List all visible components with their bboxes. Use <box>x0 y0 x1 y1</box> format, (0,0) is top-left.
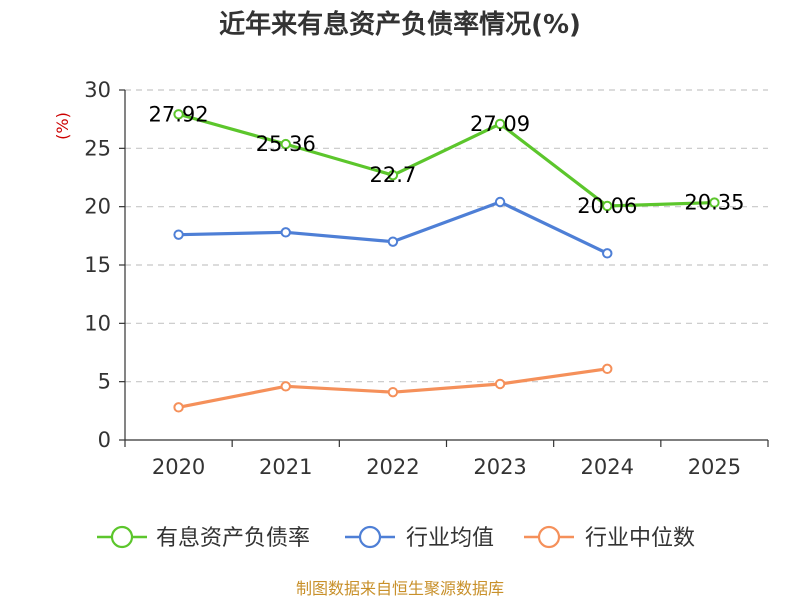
legend-label: 有息资产负债率 <box>156 526 310 551</box>
series-lines <box>173 109 720 413</box>
x-tick-label: 2021 <box>259 455 312 479</box>
series-line <box>178 112 715 208</box>
data-point[interactable] <box>280 381 291 392</box>
legend-item[interactable]: 行业中位数 <box>524 525 695 551</box>
y-tick-label: 25 <box>84 136 111 160</box>
legend-marker <box>537 525 561 549</box>
data-point[interactable] <box>494 196 506 208</box>
data-point[interactable] <box>173 229 184 240</box>
data-point[interactable] <box>387 169 399 181</box>
data-point[interactable] <box>280 138 291 150</box>
x-tick-label: 2025 <box>688 455 741 479</box>
data-point[interactable] <box>173 109 184 120</box>
data-point[interactable] <box>494 118 506 130</box>
legend-marker <box>358 525 382 549</box>
y-tick-label: 0 <box>98 428 111 452</box>
data-point[interactable] <box>602 200 613 212</box>
x-tick-label: 2022 <box>366 455 419 479</box>
data-point[interactable] <box>602 363 613 375</box>
data-point[interactable] <box>494 378 506 390</box>
y-tick-label: 15 <box>84 253 111 277</box>
y-tick-label: 10 <box>84 311 111 335</box>
data-label: 27.09 <box>470 112 530 136</box>
x-tick-label: 2023 <box>473 455 526 479</box>
legend-item[interactable]: 行业均值 <box>345 525 494 551</box>
chart-title: 近年来有息资产负债率情况(%) <box>219 9 581 40</box>
y-tick-label: 20 <box>84 195 111 219</box>
data-label: 25.36 <box>256 132 316 156</box>
data-point[interactable] <box>387 386 399 398</box>
data-label: 27.92 <box>149 102 209 126</box>
data-point[interactable] <box>280 227 291 238</box>
grid-lines <box>125 89 768 383</box>
legend-item[interactable]: 有息资产负债率 <box>97 525 310 551</box>
data-label: 20.06 <box>577 194 637 218</box>
legend-label: 行业均值 <box>406 526 494 551</box>
legend-marker <box>110 525 134 549</box>
data-point[interactable] <box>709 197 720 208</box>
legend[interactable]: 有息资产负债率 行业均值 行业中位数 <box>97 525 695 551</box>
data-point[interactable] <box>387 236 399 247</box>
data-point[interactable] <box>602 248 613 259</box>
data-labels: 27.92 25.36 22.7 27.09 20.06 20.35 <box>149 102 745 218</box>
legend-label: 行业中位数 <box>585 526 695 551</box>
source-note: 制图数据来自恒生聚源数据库 <box>296 579 504 598</box>
y-axis-unit-label: (%) <box>53 112 72 140</box>
data-label: 22.7 <box>370 163 417 187</box>
x-tick-label: 2024 <box>581 455 634 479</box>
y-tick-label: 30 <box>84 78 111 102</box>
data-point[interactable] <box>173 402 184 413</box>
data-label: 20.35 <box>684 191 744 215</box>
y-tick-label: 5 <box>98 370 111 394</box>
x-tick-label: 2020 <box>152 455 205 479</box>
